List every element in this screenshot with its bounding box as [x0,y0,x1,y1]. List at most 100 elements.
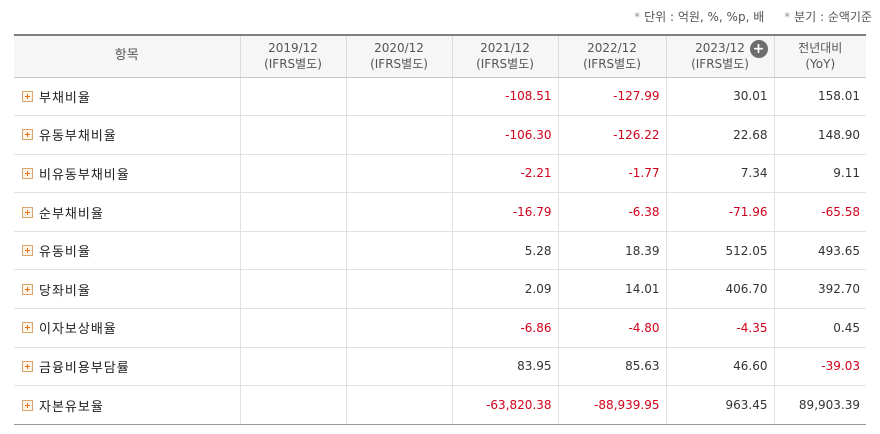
column-header-item: 항목 [14,34,240,78]
value-cell-2022: 14.01 [557,269,666,310]
row-label[interactable]: 부채비율 [39,90,91,106]
row-label-cell: 자본유보율 [14,385,240,425]
value-cell-2021: -16.79 [451,192,558,232]
value-cell-2023: 22.68 [665,115,774,155]
value-cell-2021: -63,820.38 [451,385,558,425]
value-cell-2020 [345,154,452,194]
value-cell-2019 [239,115,346,155]
value-cell-2023: 7.34 [665,154,774,194]
value-cell-2022: -4.80 [557,308,666,348]
row-label-cell: 비유동부채비율 [14,154,240,194]
value-cell-2019 [239,192,346,232]
table-row: 비유동부채비율 -2.21 -1.77 7.34 9.11 [14,154,866,194]
value-cell-yoy: 0.45 [773,308,866,348]
value-cell-2021: 5.28 [451,231,558,271]
value-cell-yoy: 392.70 [773,269,866,310]
financial-ratio-table-wrapper: 항목 2019/12 (IFRS별도) 2020/12 (IFRS별도) 2021/… [14,34,866,425]
value-cell-2019 [239,385,346,425]
value-cell-2022: 85.63 [557,347,666,387]
table-header-row: 항목 2019/12 (IFRS별도) 2020/12 (IFRS별도) 2021/… [14,34,866,78]
value-cell-2023: -4.35 [665,308,774,348]
financial-ratio-table: 항목 2019/12 (IFRS별도) 2020/12 (IFRS별도) 2021/… [14,34,866,425]
value-cell-2022: 18.39 [557,231,666,271]
row-label[interactable]: 유동비율 [39,245,91,261]
expand-plus-icon[interactable] [22,360,33,372]
value-cell-2021: 2.09 [451,269,558,310]
row-label-cell: 당좌비율 [14,269,240,310]
value-cell-2022: -1.77 [557,154,666,194]
table-row: 이자보상배율 -6.86 -4.80 -4.35 0.45 [14,308,866,348]
expand-plus-icon[interactable] [22,167,33,179]
column-header-2020: 2020/12 (IFRS별도) [345,34,452,78]
row-label-cell: 부채비율 [14,77,240,117]
value-cell-2019 [239,347,346,387]
value-cell-2019 [239,77,346,117]
column-header-2019: 2019/12 (IFRS별도) [239,34,346,78]
table-row: 금융비용부담률 83.95 85.63 46.60 -39.03 [14,347,866,387]
value-cell-2020 [345,308,452,348]
row-label[interactable]: 이자보상배율 [39,322,117,338]
table-row: 부채비율 -108.51 -127.99 30.01 158.01 [14,77,866,117]
column-header-2021: 2021/12 (IFRS별도) [451,34,558,78]
value-cell-yoy: 89,903.39 [773,385,866,425]
value-cell-2023: 512.05 [665,231,774,271]
row-label-cell: 유동비율 [14,231,240,271]
value-cell-2021: -6.86 [451,308,558,348]
value-cell-yoy: 9.11 [773,154,866,194]
value-cell-yoy: 148.90 [773,115,866,155]
value-cell-yoy: -65.58 [773,192,866,232]
value-cell-yoy: -39.03 [773,347,866,387]
table-row: 자본유보율 -63,820.38 -88,939.95 963.45 89,903.39 [14,385,866,425]
value-cell-2021: -106.30 [451,115,558,155]
value-cell-2021: 83.95 [451,347,558,387]
value-cell-2023: 406.70 [665,269,774,310]
value-cell-yoy: 493.65 [773,231,866,271]
value-cell-2022: -6.38 [557,192,666,232]
table-row: 유동부채비율 -106.30 -126.22 22.68 148.90 [14,115,866,155]
table-body: 부채비율 -108.51 -127.99 30.01 158.01 유동부채비율 -106.… [14,77,866,425]
value-cell-2020 [345,77,452,117]
value-cell-2023: 46.60 [665,347,774,387]
row-label[interactable]: 금융비용부담률 [39,360,130,376]
expand-plus-icon[interactable] [22,245,33,257]
value-cell-2023: -71.96 [665,192,774,232]
row-label-cell: 유동부채비율 [14,115,240,155]
table-row: 당좌비율 2.09 14.01 406.70 392.70 [14,269,866,310]
value-cell-2022: -126.22 [557,115,666,155]
row-label[interactable]: 유동부채비율 [39,129,117,145]
value-cell-2020 [345,231,452,271]
value-cell-2022: -88,939.95 [557,385,666,425]
row-label-cell: 이자보상배율 [14,308,240,348]
expand-plus-icon[interactable] [22,322,33,334]
row-label[interactable]: 순부채비율 [39,206,104,222]
column-header-2022: 2022/12 (IFRS별도) [557,34,666,78]
expand-plus-icon[interactable] [22,206,33,218]
value-cell-2021: -108.51 [451,77,558,117]
row-label[interactable]: 당좌비율 [39,283,91,299]
value-cell-2019 [239,308,346,348]
value-cell-2019 [239,154,346,194]
row-label-cell: 순부채비율 [14,192,240,232]
value-cell-2019 [239,269,346,310]
unit-note: * 단위 : 억원, %, %p, 배 [634,10,765,24]
value-cell-yoy: 158.01 [773,77,866,117]
plus-circle-icon[interactable]: + [749,40,768,58]
column-header-2023: 2023/12 (IFRS별도) + [665,34,774,78]
value-cell-2023: 30.01 [665,77,774,117]
value-cell-2020 [345,269,452,310]
row-label[interactable]: 비유동부채비율 [39,167,130,183]
expand-plus-icon[interactable] [22,283,33,295]
row-label[interactable]: 자본유보율 [39,399,104,415]
table-row: 유동비율 5.28 18.39 512.05 493.65 [14,231,866,271]
expand-plus-icon[interactable] [22,129,33,141]
value-cell-2020 [345,115,452,155]
table-row: 순부채비율 -16.79 -6.38 -71.96 -65.58 [14,192,866,232]
value-cell-2020 [345,192,452,232]
value-cell-2022: -127.99 [557,77,666,117]
period-note: * 분기 : 순액기준 [784,10,872,24]
expand-plus-icon[interactable] [22,90,33,102]
value-cell-2021: -2.21 [451,154,558,194]
expand-plus-icon[interactable] [22,399,33,411]
row-label-cell: 금융비용부담률 [14,347,240,387]
value-cell-2020 [345,347,452,387]
